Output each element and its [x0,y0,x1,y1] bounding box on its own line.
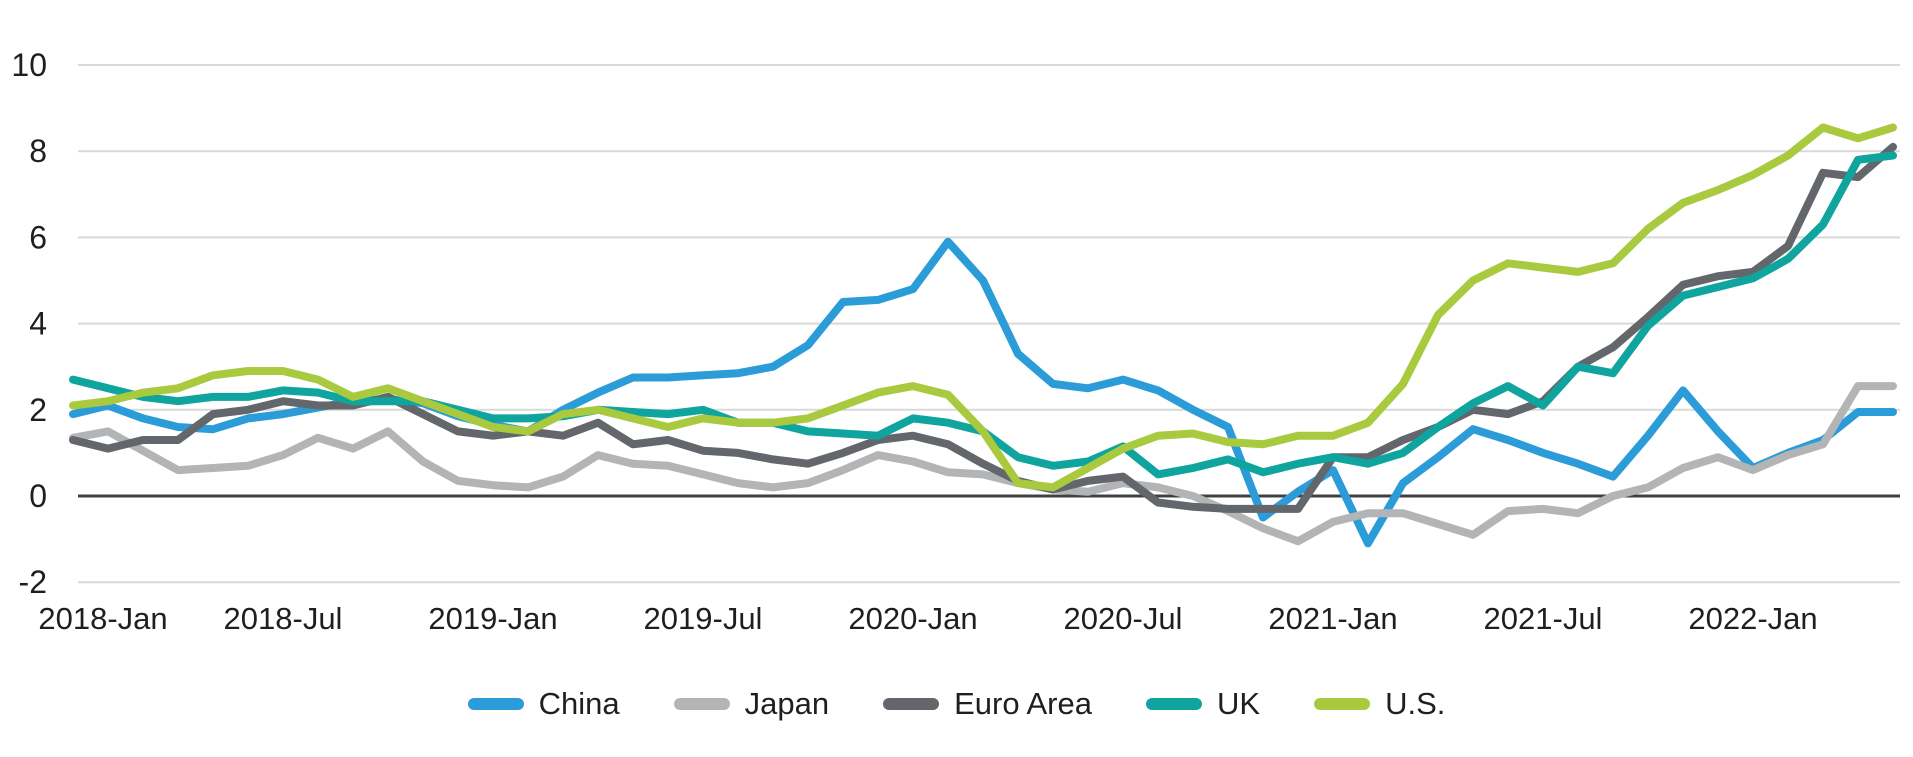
x-axis-tick-label: 2022-Jan [1688,601,1817,636]
y-axis-tick-label: 10 [11,47,47,83]
legend-item-china: China [467,686,620,721]
y-axis-tick-label: 4 [29,306,47,342]
x-axis-tick-label: 2019-Jan [428,601,557,636]
legend-label-euro-area: Euro Area [954,686,1092,721]
x-axis-tick-label: 2021-Jul [1484,601,1603,636]
legend-label-u-s: U.S. [1385,686,1446,721]
x-axis-tick-label: 2019-Jul [644,601,763,636]
x-axis-tick-label: 2018-Jan [38,601,167,636]
legend-item-euro-area: Euro Area [883,688,1092,719]
legend-swatch-uk [1145,697,1202,710]
legend-swatch-japan [673,697,730,710]
x-axis-tick-label: 2018-Jul [224,601,343,636]
y-axis-tick-label: -2 [19,564,47,600]
y-axis-tick-label: 8 [29,133,47,169]
y-axis-tick-label: 2 [29,392,47,428]
x-axis-tick-label: 2020-Jan [848,601,977,636]
legend-item-japan: Japan [673,686,830,721]
legend-swatch-china [467,697,524,710]
series-line-euro-area [69,142,1897,513]
legend: China Japan Euro Area UK U.S. [0,688,1913,719]
series-line-japan [69,382,1897,546]
legend-label-uk: UK [1216,686,1261,721]
legend-swatch-euro-area [883,697,940,710]
legend-swatch-u-s [1314,697,1371,710]
series-line-u-s [69,123,1897,492]
y-axis-tick-label: 0 [29,478,47,514]
y-axis-tick-label: 6 [29,219,47,255]
legend-label-china: China [538,686,620,721]
legend-item-uk: UK [1145,686,1261,721]
x-axis-tick-label: 2021-Jan [1268,601,1397,636]
legend-item-u-s: U.S. [1314,688,1445,719]
x-axis-tick-label: 2020-Jul [1064,601,1183,636]
legend-label-japan: Japan [744,686,830,721]
